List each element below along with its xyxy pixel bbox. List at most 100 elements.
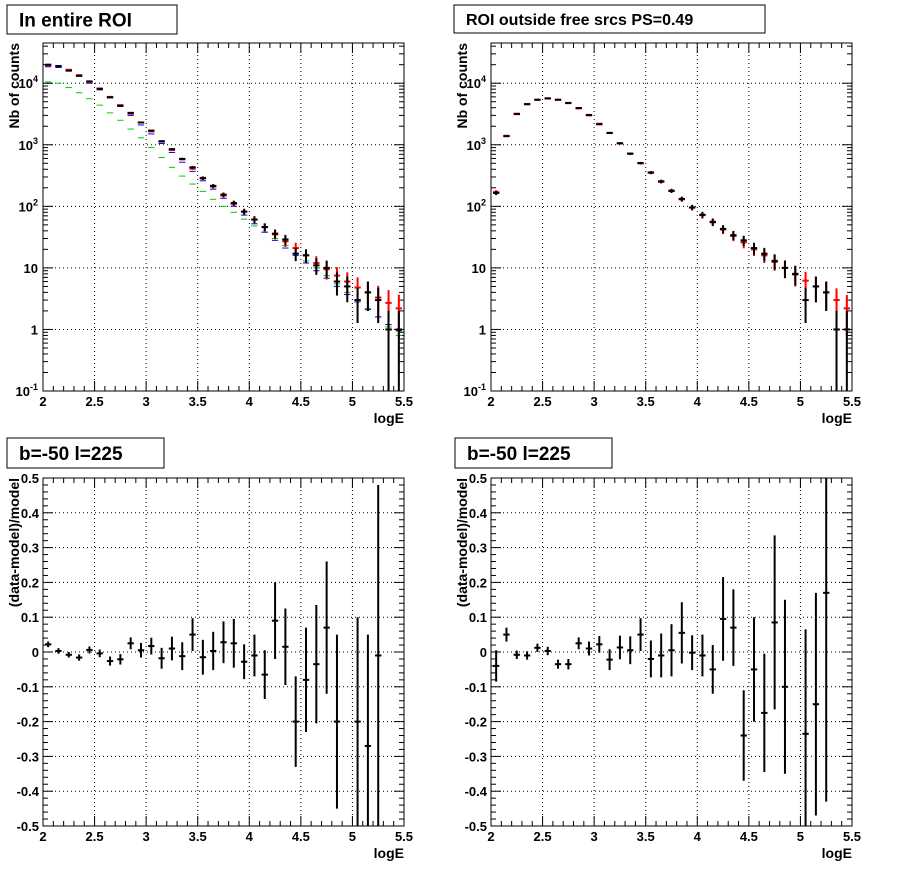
x-tick-label: 5 xyxy=(797,829,804,844)
data-point xyxy=(106,656,114,666)
data-point xyxy=(792,265,799,286)
data-point xyxy=(96,87,103,90)
chart-title-box xyxy=(453,4,766,34)
data-point xyxy=(627,636,634,665)
data-point xyxy=(812,276,820,303)
data-series-1 xyxy=(493,97,850,337)
data-point xyxy=(333,272,341,296)
x-tick-label: 4 xyxy=(246,394,254,409)
data-point xyxy=(137,121,145,124)
tick-labels: 2 2.5 3 3.5 4 4.5 5 5.5 -0.5 -0.4 -0.3 -0.2 -0.1 0 0.1… xyxy=(17,471,413,844)
y-tick-label: 10-1 xyxy=(16,382,38,399)
plot-frame xyxy=(42,42,405,392)
data-point xyxy=(709,218,716,226)
data-point xyxy=(823,478,830,802)
plot-frame xyxy=(490,477,853,827)
data-point xyxy=(199,176,207,180)
data-point xyxy=(637,618,644,651)
data-point xyxy=(812,592,820,816)
x-tick-label: 4.5 xyxy=(292,394,310,409)
y-axis-label: (data-model)/model xyxy=(6,478,22,607)
data-point xyxy=(210,631,217,671)
y-tick-label: 1 xyxy=(479,322,486,337)
x-tick-label: 5 xyxy=(797,394,804,409)
y-axis-label: Nb of counts xyxy=(6,43,22,129)
x-tick-label: 3 xyxy=(591,829,598,844)
y-tick-label: 104 xyxy=(19,74,38,91)
data-point xyxy=(699,634,706,677)
chart-title-box xyxy=(6,4,178,35)
data-point xyxy=(750,617,758,722)
x-tick-label: 2 xyxy=(39,829,46,844)
data-point xyxy=(740,690,747,781)
data-point xyxy=(761,247,768,262)
data-point xyxy=(616,635,624,660)
data-point xyxy=(323,561,330,694)
data-point xyxy=(313,605,320,724)
x-tick-label: 5.5 xyxy=(395,829,413,844)
x-tick-label: 3 xyxy=(143,394,150,409)
y-tick-label: 0.2 xyxy=(469,575,487,590)
data-point xyxy=(719,225,727,234)
data-point xyxy=(647,171,655,174)
y-tick-label: 0.4 xyxy=(469,506,488,521)
data-point xyxy=(395,310,402,391)
x-tick-label: 4 xyxy=(694,829,702,844)
data-point xyxy=(730,230,737,241)
data-point xyxy=(86,80,93,83)
data-point xyxy=(823,281,830,311)
data-point xyxy=(761,653,768,773)
data-point xyxy=(585,641,593,656)
y-tick-label: -0.5 xyxy=(465,819,487,834)
y-tick-label: -0.2 xyxy=(465,715,487,730)
data-point xyxy=(261,650,268,699)
x-axis-label: logE xyxy=(374,845,404,861)
data-point xyxy=(544,646,551,656)
data-point xyxy=(503,627,510,642)
data-point xyxy=(168,148,176,151)
y-tick-label: 0.1 xyxy=(21,610,39,625)
chart-title: ROI outside free srcs PS=0.49 xyxy=(466,12,693,29)
x-tick-label: 4.5 xyxy=(740,394,758,409)
y-tick-label: 0 xyxy=(480,645,487,660)
data-point xyxy=(251,634,258,677)
chart-title: b=-50 l=225 xyxy=(467,444,571,465)
data-point xyxy=(668,624,675,677)
x-tick-label: 2.5 xyxy=(86,394,104,409)
y-tick-label: -0.4 xyxy=(17,784,40,799)
data-point xyxy=(781,599,789,774)
data-point xyxy=(137,642,145,658)
data-point xyxy=(833,310,840,391)
data-point xyxy=(544,97,551,100)
x-axis-label: logE xyxy=(822,410,852,426)
y-tick-label: 102 xyxy=(467,197,486,214)
data-point xyxy=(55,648,62,654)
chart-title: In entire ROI xyxy=(19,10,132,31)
chart-panel-1: 2 2.5 3 3.5 4 4.5 5 5.5 10-1 1 10 102 103 104 logE Nb o… xyxy=(6,4,413,426)
data-point xyxy=(240,208,248,215)
data-point xyxy=(575,107,582,110)
data-point xyxy=(493,190,500,196)
y-tick-label: 0.3 xyxy=(469,541,487,556)
data-point xyxy=(271,582,279,659)
data-point xyxy=(534,643,541,652)
data-point xyxy=(106,96,114,99)
x-tick-label: 2.5 xyxy=(534,829,552,844)
data-point xyxy=(158,140,165,143)
axis-ticks xyxy=(42,477,405,827)
data-point xyxy=(750,242,758,255)
x-tick-label: 5 xyxy=(349,829,356,844)
x-tick-label: 4.5 xyxy=(740,829,758,844)
data-series-1 xyxy=(45,81,402,336)
data-point xyxy=(96,649,103,658)
data-point xyxy=(323,260,330,279)
data-series-2 xyxy=(493,97,850,391)
grid-lines xyxy=(491,478,852,826)
data-point xyxy=(771,535,778,710)
data-point xyxy=(220,621,227,664)
data-point xyxy=(699,211,706,219)
data-point xyxy=(354,617,361,826)
chart-panel-3: 2 2.5 3 3.5 4 4.5 5 5.5 -0.5 -0.4 -0.3 -0.2 -0.1 0 0.1… xyxy=(6,437,413,861)
data-point xyxy=(375,484,382,826)
chart-panel-4: 2 2.5 3 3.5 4 4.5 5 5.5 -0.5 -0.4 -0.3 -0.2 -0.1 0 0.1… xyxy=(454,437,861,861)
